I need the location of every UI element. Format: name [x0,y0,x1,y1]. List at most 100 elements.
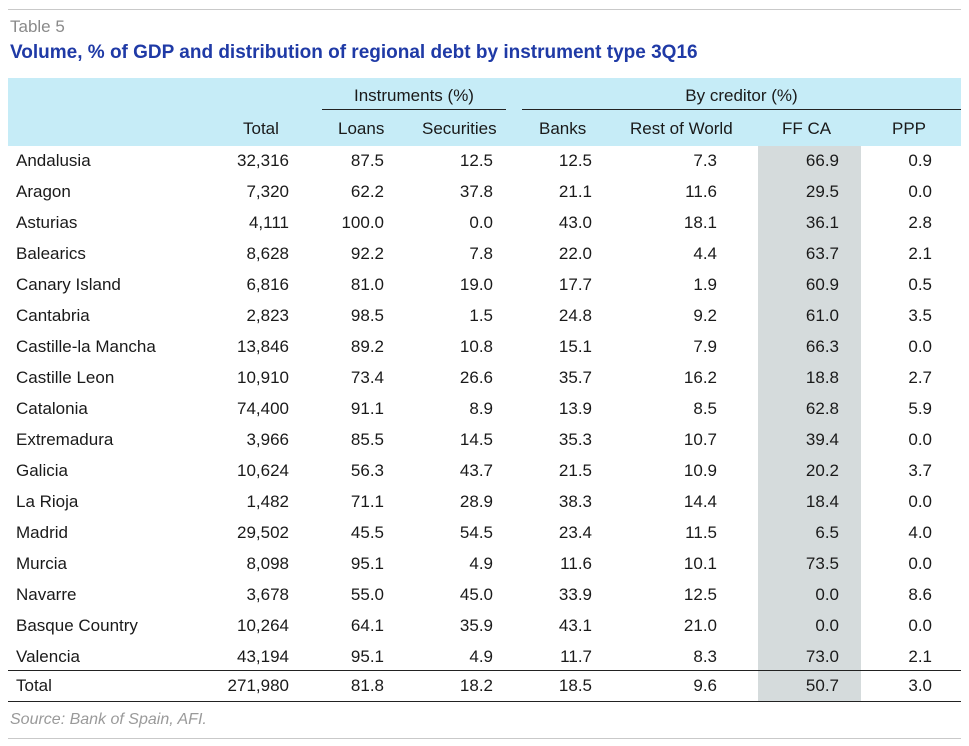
region-name: Canary Island [16,275,121,294]
cell-ppp: 3.0 [908,676,932,695]
cell-securities: 12.5 [459,151,493,170]
cell-ff-ca: 0.0 [815,616,839,635]
cell-loans: 81.0 [350,275,384,294]
cell-banks: 35.3 [558,430,592,449]
cell-rest-of-world: 10.1 [683,554,717,573]
cell-ff-ca: 61.0 [805,306,839,325]
cell-total: 3,678 [246,585,289,604]
table-row: Valencia 43,194 95.1 4.9 11.7 8.3 73.0 2.1 [8,642,961,673]
cell-loans: 56.3 [350,461,384,480]
col-rest-of-world: Rest of World [630,119,733,138]
cell-rest-of-world: 8.5 [693,399,717,418]
table-row: Galicia 10,624 56.3 43.7 21.5 10.9 20.2 3.7 [8,456,961,487]
cell-total: 10,624 [237,461,289,480]
cell-total: 74,400 [237,399,289,418]
cell-ppp: 2.8 [908,213,932,232]
cell-ff-ca: 36.1 [805,213,839,232]
cell-total: 8,628 [246,244,289,263]
cell-ff-ca: 63.7 [805,244,839,263]
group-creditor: By creditor (%) [685,86,798,105]
cell-rest-of-world: 10.9 [683,461,717,480]
cell-banks: 22.0 [558,244,592,263]
cell-ff-ca: 62.8 [805,399,839,418]
cell-loans: 62.2 [350,182,384,201]
cell-loans: 81.8 [350,676,384,695]
cell-securities: 54.5 [459,523,493,542]
cell-banks: 43.1 [558,616,592,635]
cell-ppp: 0.0 [908,492,932,511]
table-row: Canary Island 6,816 81.0 19.0 17.7 1.9 60.9 0.5 [8,270,961,301]
cell-rest-of-world: 9.2 [693,306,717,325]
cell-ff-ca: 18.4 [805,492,839,511]
cell-loans: 87.5 [350,151,384,170]
cell-ff-ca: 29.5 [805,182,839,201]
cell-total: 13,846 [237,337,289,356]
cell-total: 2,823 [246,306,289,325]
region-name: Catalonia [16,399,88,418]
group-instruments: Instruments (%) [354,86,474,105]
cell-securities: 10.8 [459,337,493,356]
total-row: Total 271,980 81.8 18.2 18.5 9.6 50.7 3.0 [8,671,961,702]
cell-banks: 33.9 [558,585,592,604]
ff-ca-highlight [758,146,961,701]
cell-total: 32,316 [237,151,289,170]
cell-banks: 23.4 [558,523,592,542]
cell-banks: 38.3 [558,492,592,511]
col-ppp: PPP [892,119,927,138]
cell-rest-of-world: 11.6 [685,182,717,201]
cell-ff-ca: 39.4 [805,430,839,449]
cell-banks: 21.5 [558,461,592,480]
table-row: Asturias 4,111 100.0 0.0 43.0 18.1 36.1 2.8 [8,208,961,239]
region-name: Balearics [16,244,86,263]
region-name: Cantabria [16,306,90,325]
cell-securities: 45.0 [459,585,493,604]
group-instruments-rule [322,109,506,110]
cell-ppp: 0.0 [908,337,932,356]
cell-rest-of-world: 11.5 [685,523,717,542]
cell-securities: 14.5 [459,430,493,449]
bottom-rule [8,738,961,739]
cell-banks: 24.8 [558,306,592,325]
region-name: Total [16,676,52,695]
table-row: La Rioja 1,482 71.1 28.9 38.3 14.4 18.4 0.0 [8,487,961,518]
cell-banks: 12.5 [558,151,592,170]
cell-ppp: 0.5 [908,275,932,294]
source-note: Source: Bank of Spain, AFI. [10,711,207,728]
cell-banks: 11.6 [560,554,592,573]
region-name: Murcia [16,554,68,573]
table-label: Table 5 [10,17,65,36]
cell-ff-ca: 50.7 [805,676,839,695]
cell-loans: 92.2 [350,244,384,263]
cell-banks: 13.9 [558,399,592,418]
cell-rest-of-world: 10.7 [683,430,717,449]
cell-total: 6,816 [246,275,289,294]
cell-loans: 95.1 [350,647,384,666]
region-name: Basque Country [16,616,138,635]
table-row: Murcia 8,098 95.1 4.9 11.6 10.1 73.5 0.0 [8,549,961,580]
cell-banks: 35.7 [558,368,592,387]
cell-banks: 21.1 [558,182,592,201]
cell-rest-of-world: 7.9 [693,337,717,356]
cell-ppp: 0.0 [908,554,932,573]
region-name: Asturias [16,213,78,232]
cell-loans: 89.2 [350,337,384,356]
cell-ff-ca: 73.0 [805,647,839,666]
cell-rest-of-world: 14.4 [683,492,717,511]
cell-securities: 37.8 [459,182,493,201]
cell-total: 7,320 [246,182,289,201]
cell-ppp: 2.7 [908,368,932,387]
cell-loans: 55.0 [350,585,384,604]
cell-total: 43,194 [237,647,289,666]
cell-total: 10,264 [237,616,289,635]
cell-loans: 73.4 [350,368,384,387]
cell-ff-ca: 60.9 [805,275,839,294]
cell-ppp: 5.9 [908,399,932,418]
cell-rest-of-world: 4.4 [693,244,717,263]
cell-ppp: 8.6 [908,585,932,604]
region-name: Andalusia [16,151,91,170]
cell-loans: 95.1 [350,554,384,573]
cell-securities: 0.0 [469,213,493,232]
cell-ppp: 3.7 [908,461,932,480]
cell-ff-ca: 18.8 [805,368,839,387]
cell-ff-ca: 66.9 [805,151,839,170]
